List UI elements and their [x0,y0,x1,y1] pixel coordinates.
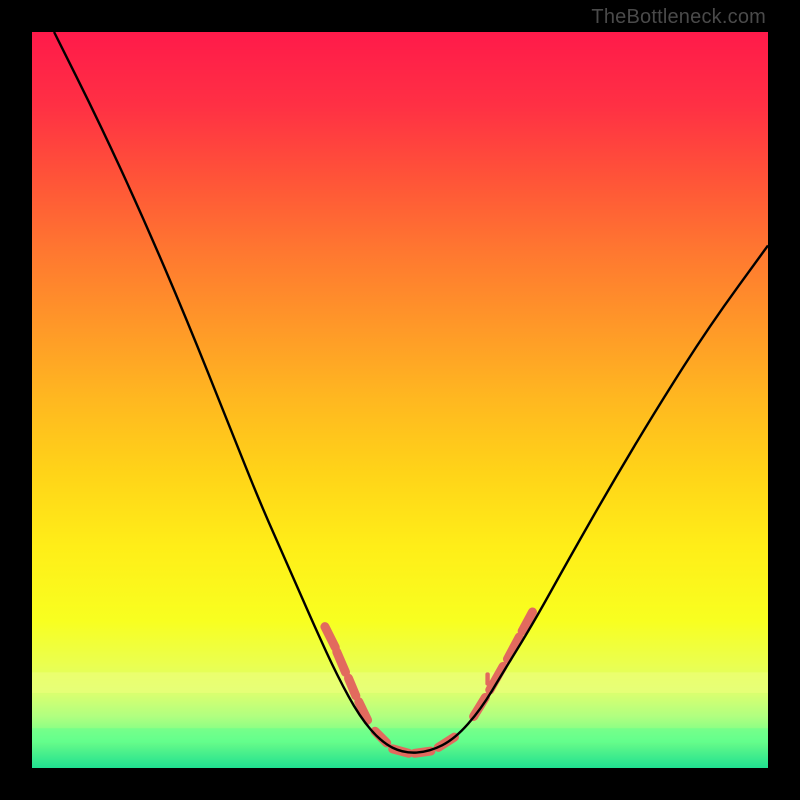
chart-plot-area [32,32,768,768]
v-curve [54,32,768,753]
curve-layer [32,32,768,768]
watermark-text: TheBottleneck.com [591,6,766,29]
salmon-markers [325,612,533,753]
